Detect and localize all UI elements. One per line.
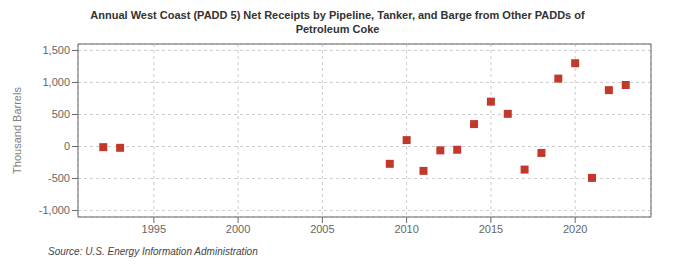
svg-text:0: 0 [64,140,70,152]
svg-text:-500: -500 [48,172,70,184]
svg-text:2000: 2000 [226,223,250,235]
html-text:Petroleum Coke: Petroleum Coke [295,23,380,35]
svg-text:1,500: 1,500 [42,44,70,56]
svg-text:2005: 2005 [310,223,334,235]
svg-text:Thousand Barrels: Thousand Barrels [11,87,23,174]
html-text:Annual West Coast (PADD 5) Net: Annual West Coast (PADD 5) Net Receipts … [90,9,585,21]
svg-text:1,000: 1,000 [42,76,70,88]
svg-text:-1,000: -1,000 [39,204,70,216]
svg-text:1995: 1995 [142,223,166,235]
svg-text:2015: 2015 [479,223,503,235]
svg-text:500: 500 [52,108,70,120]
html-text:Source: U.S. Energy Informatio: Source: U.S. Energy Information Administ… [48,246,258,257]
svg-text:2020: 2020 [563,223,587,235]
svg-text:2010: 2010 [394,223,418,235]
